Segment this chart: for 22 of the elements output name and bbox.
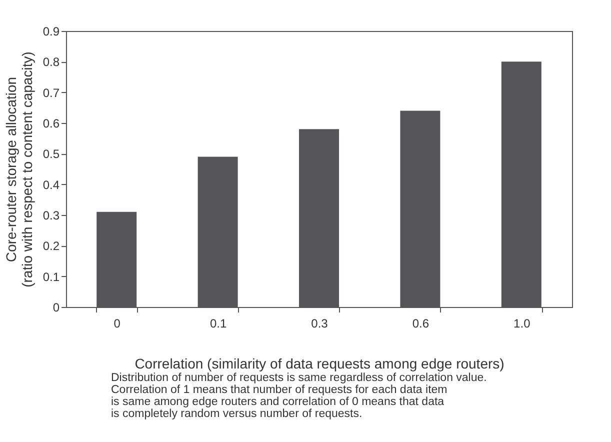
y-tick-label: 0	[52, 300, 60, 314]
y-tick-label: 0.1	[42, 270, 60, 284]
y-tick-label: 0.8	[42, 55, 60, 70]
y-tick-label: 0.9	[42, 24, 60, 38]
x-tick-label: 0	[114, 316, 121, 330]
bar	[400, 110, 440, 307]
x-tick-label: 0.3	[311, 316, 328, 330]
x-tick-label: 0.1	[210, 316, 227, 330]
x-axis-title: Correlation (similarity of data requests among edge routers)	[134, 356, 504, 372]
y-tick-label: 0.5	[42, 147, 60, 162]
y-tick-label: 0.3	[42, 208, 60, 222]
text: Distribution of number of requests is same regardless of correlation value. Correlation of 1 means that number of requests for each data item is same among edge routers and correlation of 0 means that data is completely random versus number of requests.	[111, 372, 487, 420]
bar	[198, 156, 238, 307]
y-tick-label: 0.6	[42, 116, 60, 130]
x-tick-label: 1.0	[514, 316, 531, 330]
bar	[501, 62, 542, 307]
y-axis-title: Core-router storage allocation (ratio with respect to content capacity)	[2, 52, 35, 288]
y-tick-label: 0.7	[42, 86, 60, 100]
bar	[299, 129, 339, 307]
y-tick-label: 0.4	[42, 178, 60, 192]
y-tick-label: 0.2	[42, 239, 60, 254]
x-tick-label: 0.6	[412, 316, 430, 330]
